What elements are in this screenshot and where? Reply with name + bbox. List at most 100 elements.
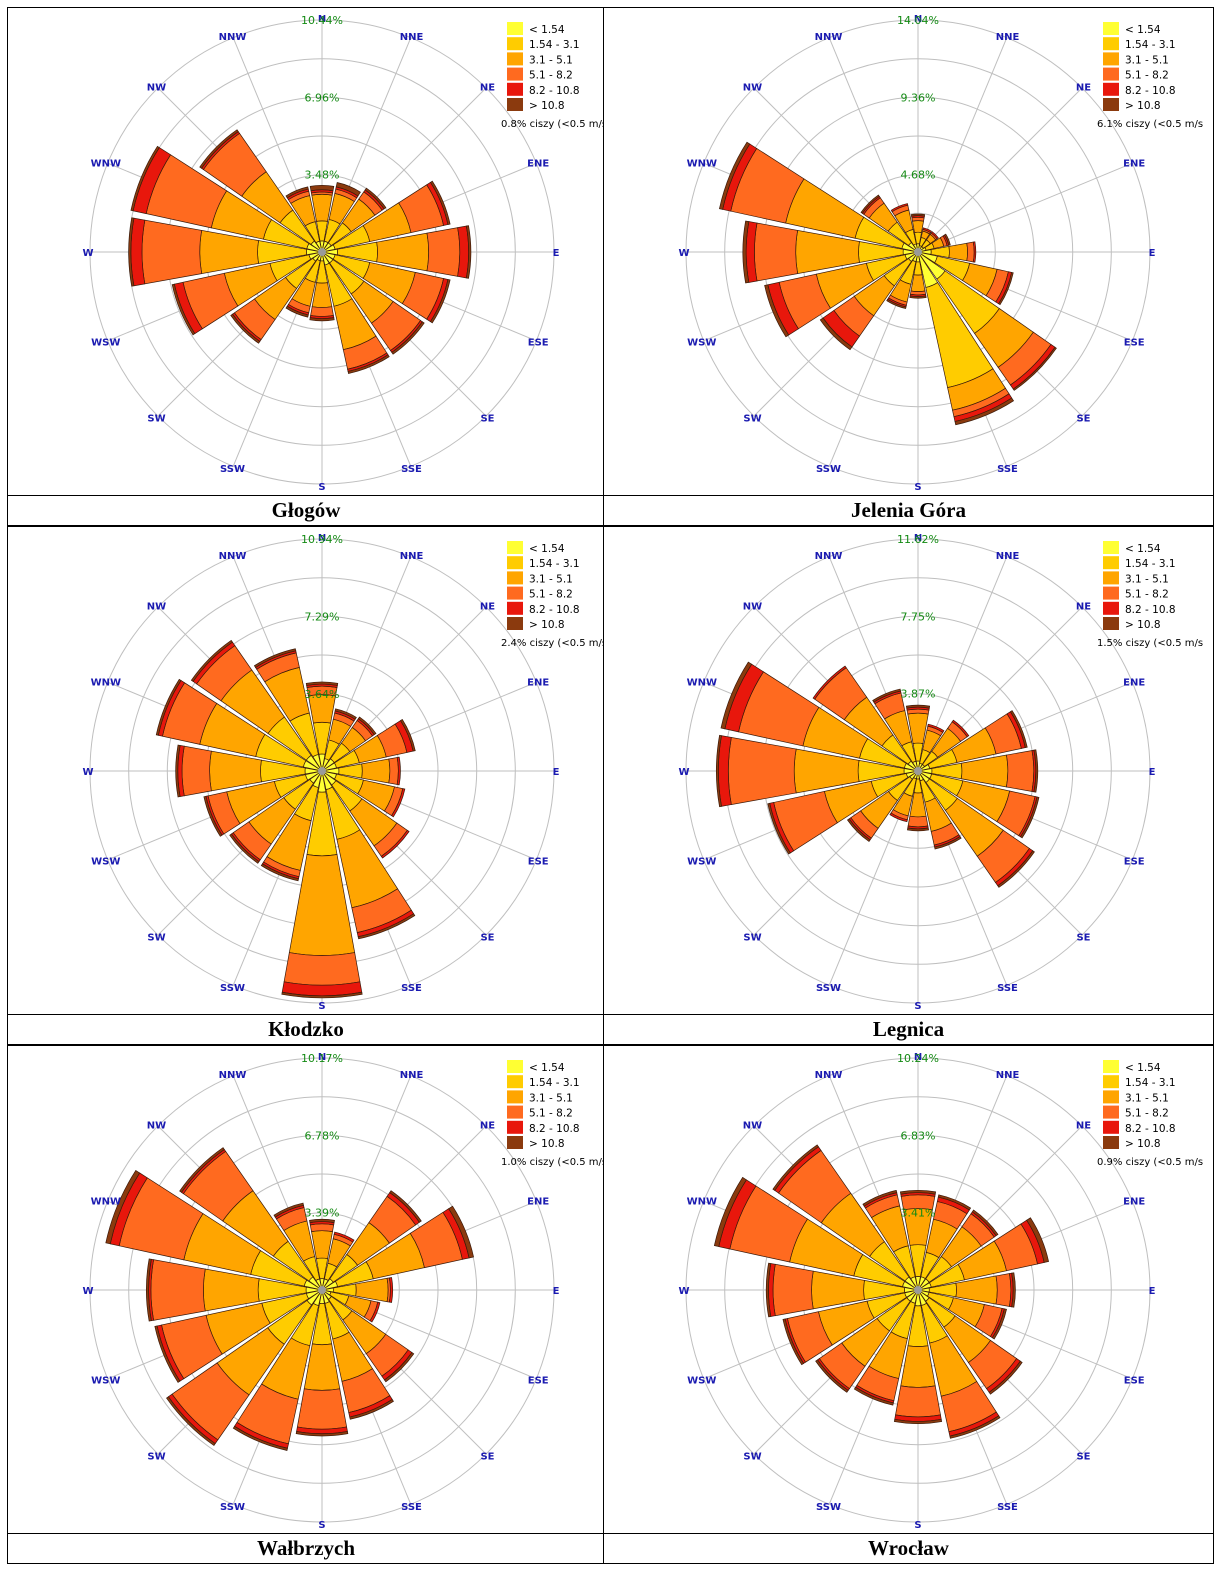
direction-label-s: S: [318, 1520, 325, 1531]
petal-segment-sse-bin6: [357, 913, 416, 940]
legend-swatch: [1103, 67, 1119, 81]
petal-segment-w-bin3: [199, 229, 259, 275]
legend-swatch: [507, 1075, 523, 1089]
petal-segment-wsw-bin6: [203, 795, 223, 837]
direction-label-w: W: [678, 1286, 689, 1297]
petals: [719, 141, 1057, 426]
direction-label-sse: SSE: [997, 983, 1018, 994]
ring-label: 11.62%: [897, 533, 939, 546]
ring-label: 10.24%: [897, 1052, 939, 1065]
direction-label-sw: SW: [147, 414, 165, 425]
grid-spoke: [917, 87, 1083, 253]
direction-label-ne: NE: [1076, 1121, 1091, 1132]
petal-segment-n-bin6: [899, 1190, 937, 1195]
direction-label-ssw: SSW: [816, 464, 841, 475]
legend-swatch: [507, 37, 523, 51]
petal-segment-ese-bin6: [429, 279, 451, 324]
direction-label-wsw: WSW: [91, 1376, 120, 1387]
direction-label-ssw: SSW: [816, 983, 841, 994]
direction-label-sse: SSE: [401, 983, 422, 994]
petal-segment-e-bin4: [966, 241, 975, 263]
petal-segment-s-bin3: [303, 1343, 341, 1391]
direction-label-sse: SSE: [401, 1502, 422, 1513]
direction-label-ese: ESE: [1124, 338, 1145, 349]
center-dot: [914, 1286, 922, 1294]
direction-label-ne: NE: [480, 83, 495, 94]
direction-label-e: E: [1149, 248, 1156, 259]
petal-segment-wsw-bin6: [154, 1325, 181, 1383]
legend-swatch: [1103, 1105, 1119, 1119]
panel-caption: Jelenia Góra: [603, 495, 1214, 526]
legend-swatch: [507, 1060, 523, 1073]
petal-segment-n-bin6: [905, 704, 931, 709]
petal-segment-ene-bin6: [1026, 1217, 1050, 1263]
petals: [155, 639, 416, 999]
petal-segment-w-bin3: [209, 750, 262, 792]
petal-segment-e-bin5: [972, 241, 977, 263]
legend-label: 5.1 - 8.2: [529, 589, 573, 601]
legend-label: 1.54 - 3.1: [529, 558, 580, 570]
legend-swatch: [1103, 1060, 1119, 1073]
calm-text: 0.9% ciszy (<0.5 m/s: [1097, 1157, 1203, 1168]
windrose-panel: N NNE NE ENE E ESE SE SSE S SSW SW WSW W WNW NW NNW 3.41…: [603, 1045, 1214, 1534]
direction-label-sse: SSE: [997, 1502, 1018, 1513]
petal-segment-sw-bin6: [166, 1396, 216, 1446]
ring-labels: 3.48% 6.96% 10.44%: [301, 14, 343, 182]
windrose-panel: N NNE NE ENE E ESE SE SSE S SSW SW WSW W WNW NW NNW 4.68…: [603, 7, 1214, 496]
direction-label-wsw: WSW: [687, 1376, 716, 1387]
petal-segment-e-bin6: [1033, 749, 1039, 793]
legend-swatch: [507, 1090, 523, 1104]
legend-swatch: [1103, 617, 1119, 630]
petal-segment-w-bin4: [181, 745, 212, 797]
petal-segment-s-bin4: [895, 1385, 941, 1418]
legend-swatch: [1103, 541, 1119, 554]
petal-segment-nnw-bin6: [285, 186, 309, 199]
petal-segment-w-bin6: [716, 734, 722, 808]
petal-segment-se-bin5: [380, 829, 410, 859]
petal-segment-ene-bin6: [1009, 710, 1028, 749]
legend-label: < 1.54: [529, 24, 565, 36]
petal-segment-sw-bin6: [230, 313, 261, 344]
direction-label-ene: ENE: [1123, 678, 1145, 689]
petal-segment-e-bin6: [1011, 1272, 1016, 1308]
petal-segment-wsw-bin6: [171, 283, 196, 336]
direction-label-ese: ESE: [1124, 857, 1145, 868]
ring-label: 10.17%: [301, 1052, 343, 1065]
petal-segment-ne-bin6: [971, 1209, 999, 1237]
direction-label-wnw: WNW: [687, 159, 717, 170]
direction-label-nne: NNE: [996, 551, 1020, 562]
center-dot: [318, 1286, 326, 1294]
petal-segment-ene-bin6: [943, 233, 951, 246]
caption-text: Wrocław: [868, 1536, 949, 1560]
petal-segment-w-bin4: [772, 1263, 814, 1317]
petal-segment-ese-bin6: [998, 272, 1014, 306]
legend-label: 1.54 - 3.1: [1125, 1077, 1176, 1089]
direction-label-nw: NW: [147, 83, 166, 94]
ring-label: 10.94%: [301, 533, 343, 546]
petal-segment-ssw-bin6: [853, 1386, 894, 1406]
legend-swatch: [507, 617, 523, 630]
petal-segment-sse-bin6: [347, 354, 390, 375]
petal-segment-sw-bin6: [229, 833, 260, 864]
petal-segment-ese-bin6: [991, 1308, 1007, 1340]
ring-label: 6.78%: [305, 1129, 340, 1142]
direction-label-se: SE: [1076, 414, 1090, 425]
caption-text: Wałbrzych: [257, 1536, 355, 1560]
direction-label-wsw: WSW: [91, 857, 120, 868]
legend-label: > 10.8: [1125, 619, 1161, 631]
legend-label: 5.1 - 8.2: [1125, 1108, 1169, 1120]
legend-swatch: [507, 541, 523, 554]
ring-label: 7.29%: [305, 610, 340, 623]
center-dot: [318, 767, 326, 775]
panel-caption: Kłodzko: [7, 1014, 605, 1045]
direction-label-se: SE: [480, 1452, 494, 1463]
legend-label: < 1.54: [529, 1062, 565, 1074]
panel-caption: Wałbrzych: [7, 1533, 605, 1564]
legend-swatch: [1103, 98, 1119, 111]
windrose-chart: N NNE NE ENE E ESE SE SSE S SSW SW WSW W WNW NW NNW 3.48…: [82, 14, 606, 493]
direction-label-nw: NW: [147, 1121, 166, 1132]
petal-segment-ne-bin6: [364, 187, 387, 210]
petal-segment-e-bin4: [426, 227, 461, 277]
calm-text: 1.5% ciszy (<0.5 m/s: [1097, 638, 1203, 649]
direction-label-wnw: WNW: [687, 678, 717, 689]
